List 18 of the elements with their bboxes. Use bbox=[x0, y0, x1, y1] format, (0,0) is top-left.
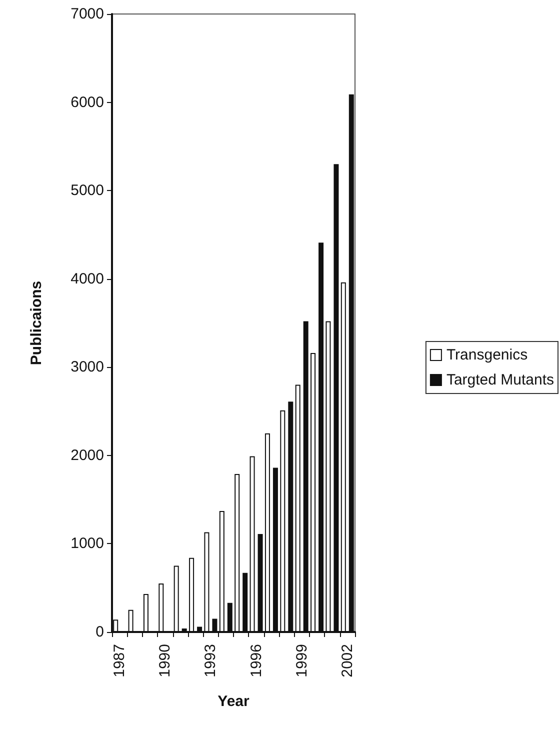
x-tick-label: 1996 bbox=[248, 644, 265, 678]
y-tick-label: 5000 bbox=[70, 182, 104, 200]
y-tick-label: 2000 bbox=[70, 446, 104, 464]
x-axis-title: Year bbox=[218, 693, 250, 710]
x-tick-label: 1993 bbox=[202, 644, 220, 678]
x-tick-label: 1987 bbox=[111, 644, 128, 678]
y-tick-label: 1000 bbox=[70, 535, 104, 552]
x-tick-label: 1999 bbox=[293, 644, 310, 678]
legend-label: Transgenics bbox=[446, 346, 528, 364]
y-tick-label: 4000 bbox=[70, 270, 104, 288]
x-tick-label: 2002 bbox=[338, 644, 356, 678]
legend-label: Targted Mutants bbox=[446, 372, 554, 388]
y-tick-label: 0 bbox=[96, 624, 104, 640]
y-tick-label: 6000 bbox=[70, 94, 104, 111]
y-tick-label: 7000 bbox=[70, 6, 104, 22]
x-tick-label: 1990 bbox=[156, 644, 174, 678]
y-tick-label: 3000 bbox=[70, 358, 104, 376]
y-axis-title: Publicaions bbox=[28, 280, 45, 366]
